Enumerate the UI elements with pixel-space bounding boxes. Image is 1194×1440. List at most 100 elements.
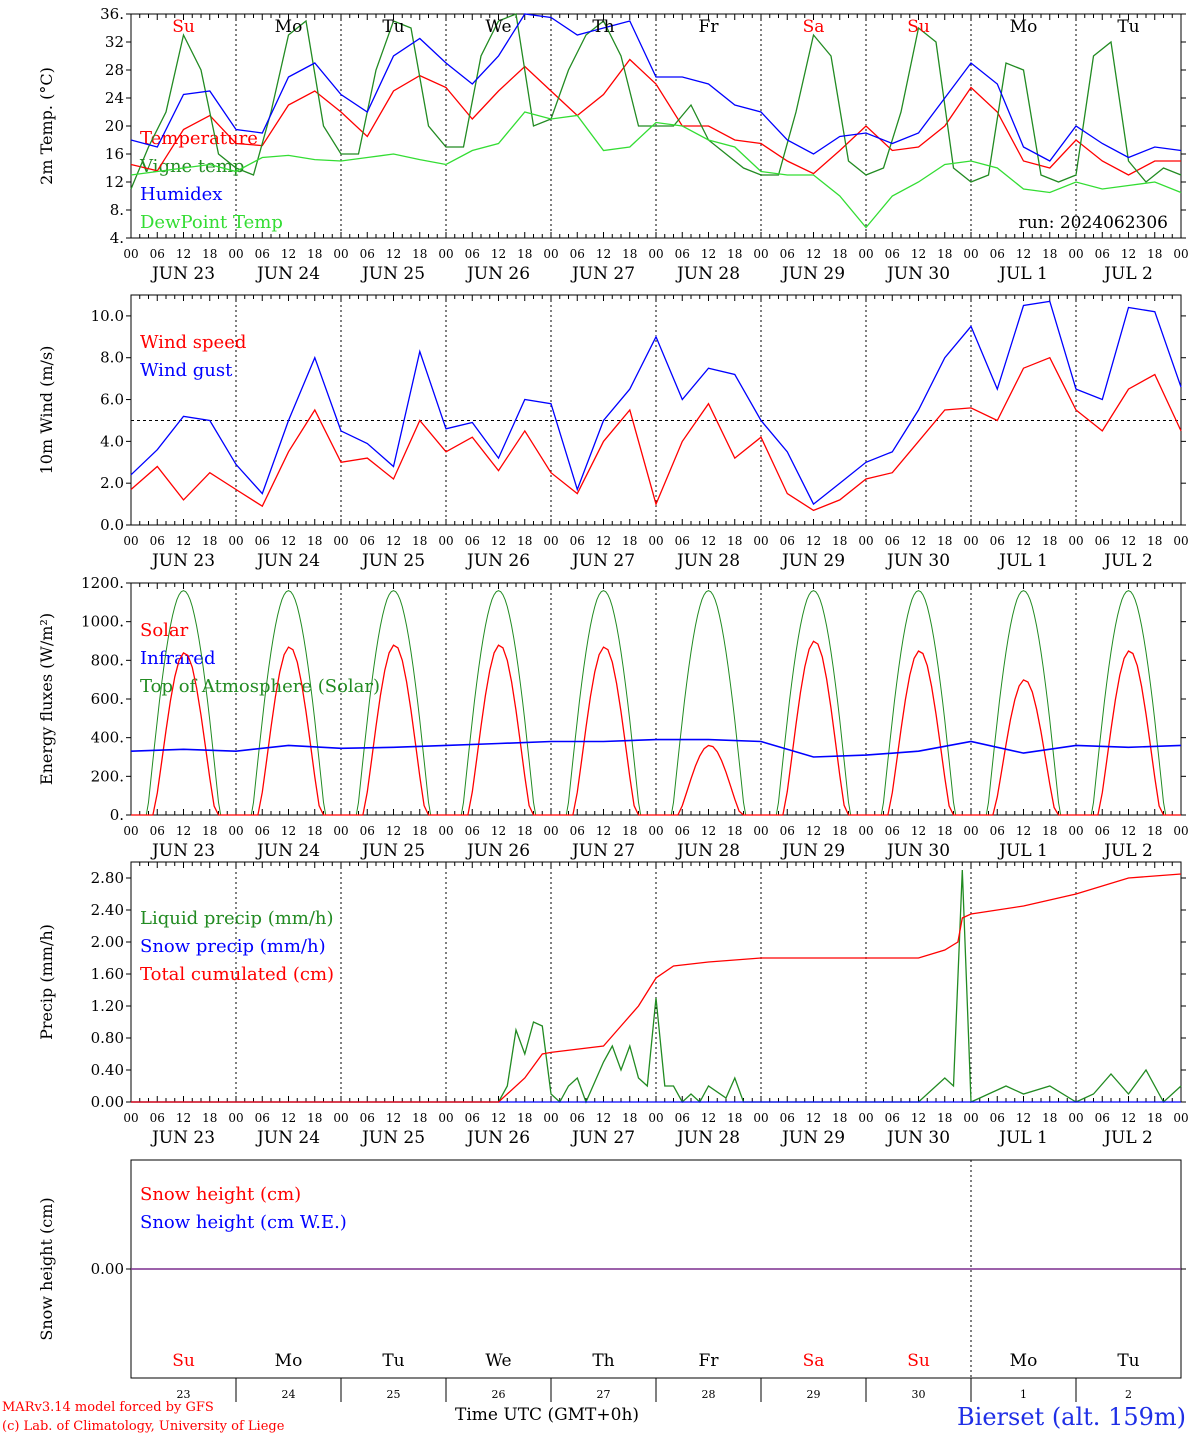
x-hour-label: 06 [1095,1111,1110,1125]
solar-line [446,644,551,816]
x-hour-label: 06 [465,824,480,838]
x-hour-label: 00 [228,534,243,548]
x-hour-label: 00 [438,1111,453,1125]
x-hour-label: 18 [202,534,217,548]
weekday-label: We [485,17,511,37]
y-tick-label: 0.00 [91,1093,124,1111]
legend-entry: Temperature [140,128,258,149]
x-date-label: JUL 2 [1102,264,1153,284]
y-tick-label: 8.0 [100,349,124,367]
solar-line [971,679,1076,816]
weekday-label: Mo [1010,17,1038,37]
x-hour-label: 18 [1147,247,1162,261]
y-tick-label: 2.00 [91,933,124,951]
toa-solar-line [1076,590,1181,816]
y-tick-label: 600. [91,690,124,708]
x-hour-label: 12 [806,1111,821,1125]
x-hour-label: 00 [858,247,873,261]
x-hour-label: 00 [753,824,768,838]
solar-line [131,652,236,816]
x-date-label: JUN 23 [150,1128,215,1148]
x-date-label: JUN 29 [780,841,845,861]
x-date-label: JUN 28 [675,1128,740,1148]
vigne-temp-line [130,13,1182,190]
x-date-label: JUN 30 [885,264,950,284]
weekday-label: Su [907,1351,930,1371]
x-hour-label: 12 [491,1111,506,1125]
x-hour-label: 06 [885,247,900,261]
x-hour-label: 18 [307,247,322,261]
weekday-label: Mo [1010,1351,1038,1371]
x-hour-label: 12 [491,247,506,261]
x-hour-label: 06 [570,1111,585,1125]
x-hour-label: 12 [596,247,611,261]
x-hour-label: 00 [1173,824,1188,838]
x-hour-label: 12 [491,824,506,838]
solar-line [866,650,971,816]
y-tick-label: 12 [105,173,124,191]
x-date-label: JUN 28 [675,841,740,861]
x-hour-label: 00 [543,1111,558,1125]
x-hour-label: 12 [596,534,611,548]
weekday-label: Th [592,1351,614,1371]
y-tick-label: 0.0 [100,516,124,534]
x-hour-label: 00 [228,824,243,838]
x-hour-label: 00 [1068,824,1083,838]
x-hour-label: 00 [1173,247,1188,261]
x-hour-label: 18 [517,247,532,261]
x-hour-label: 12 [281,247,296,261]
x-date-label: JUN 24 [255,551,320,571]
x-hour-label: 18 [307,534,322,548]
x-hour-label: 12 [806,247,821,261]
x-hour-label: 18 [412,247,427,261]
x-date-label: JUN 29 [780,1128,845,1148]
x-hour-label: 06 [990,824,1005,838]
x-hour-label: 12 [911,1111,926,1125]
x-hour-label: 06 [1095,534,1110,548]
x-axis-title: Time UTC (GMT+0h) [455,1405,640,1425]
x-hour-label: 12 [386,824,401,838]
x-hour-label: 12 [701,1111,716,1125]
y-tick-label: 2.0 [100,474,124,492]
x-hour-label: 18 [1147,1111,1162,1125]
x-hour-label: 06 [255,534,270,548]
toa-solar-line [131,590,236,816]
day-number-label: 23 [177,1388,191,1401]
x-date-label: JUN 27 [570,264,635,284]
x-hour-label: 18 [412,534,427,548]
y-tick-label: 24 [105,89,124,107]
y-tick-label: 1200. [81,574,124,592]
y-tick-label: 4. [110,229,124,247]
weekday-label: Fr [699,1351,720,1371]
x-hour-label: 18 [832,534,847,548]
x-hour-label: 06 [780,1111,795,1125]
x-hour-label: 06 [465,247,480,261]
x-date-label: JUN 30 [885,1128,950,1148]
x-hour-label: 18 [517,1111,532,1125]
day-number-label: 28 [702,1388,716,1401]
x-hour-label: 00 [753,247,768,261]
weekday-label: Fr [699,17,720,37]
x-hour-label: 12 [1016,247,1031,261]
x-hour-label: 18 [517,824,532,838]
x-date-label: JUN 27 [570,551,635,571]
weekday-label: Sa [803,17,825,37]
y-tick-label: 8. [110,201,124,219]
x-date-label: JUN 29 [780,551,845,571]
x-date-label: JUN 23 [150,841,215,861]
x-hour-label: 18 [727,247,742,261]
legend-entry: Wind gust [140,360,233,381]
x-hour-label: 12 [176,1111,191,1125]
x-hour-label: 18 [1147,534,1162,548]
legend-entry: Solar [140,620,189,641]
x-hour-label: 12 [1121,534,1136,548]
legend-entry: DewPoint Temp [140,212,283,233]
x-hour-label: 00 [963,534,978,548]
x-hour-label: 06 [360,1111,375,1125]
x-hour-label: 18 [412,1111,427,1125]
x-hour-label: 06 [885,534,900,548]
x-hour-label: 06 [675,1111,690,1125]
x-hour-label: 12 [596,1111,611,1125]
y-tick-label: 2.80 [91,869,124,887]
x-hour-label: 18 [622,534,637,548]
